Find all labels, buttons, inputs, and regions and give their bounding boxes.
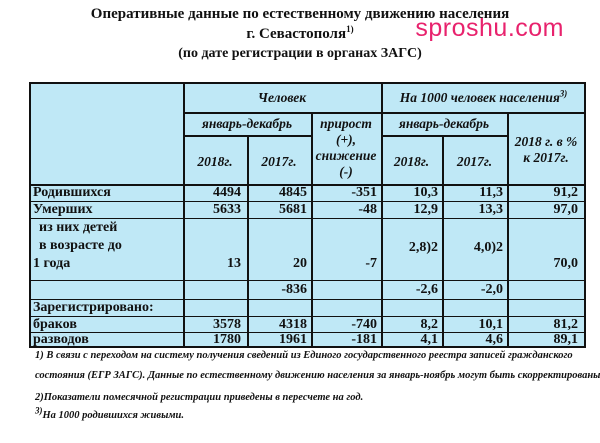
births-rate-2017: 11,3 xyxy=(479,185,503,200)
infant-pct: 70,0 xyxy=(553,256,579,271)
header-per1000-text: На 1000 человек населения xyxy=(399,90,560,105)
header-jan-dec-right: январь-декабрь xyxy=(398,116,490,131)
document-header: Оперативные данные по естественному движ… xyxy=(0,0,600,78)
marriages-rate-2017: 10,1 xyxy=(478,317,504,332)
divorces-2018: 1780 xyxy=(213,332,241,347)
footnote-1-line-2: состояния (ЕГР ЗАГС). Данные по естестве… xyxy=(35,370,600,381)
statistics-table: Человек На 1000 человек населения3) янва… xyxy=(29,82,586,348)
title-city: г. Севастополя xyxy=(246,26,347,42)
row-label-infant-2: в возрасте до xyxy=(39,238,122,253)
footnote-2: 2)Показатели помесячной регистрации прив… xyxy=(35,392,364,403)
header-bottom-line xyxy=(29,184,586,186)
header-persons: Человек xyxy=(257,90,307,105)
deaths-2018: 5633 xyxy=(213,202,241,217)
divorces-rate-2017: 4,6 xyxy=(485,332,504,347)
row-line-3 xyxy=(29,280,586,281)
row-label-infant-1: из них детей xyxy=(39,220,118,235)
col-line-3 xyxy=(311,112,313,348)
infant-2017: 20 xyxy=(293,256,307,271)
row-label-infant-3: 1 года xyxy=(33,256,71,271)
natural-rate-2018: -2,6 xyxy=(415,282,438,297)
divorces-2017: 1961 xyxy=(279,332,307,347)
births-2017: 4845 xyxy=(279,185,307,200)
marriages-rate-2018: 8,2 xyxy=(420,317,439,332)
row-label-deaths: Умерших xyxy=(33,202,93,217)
header-divider-1 xyxy=(183,112,586,114)
title-line-2: г. Севастополя1) xyxy=(0,24,600,43)
births-2018: 4494 xyxy=(213,185,241,200)
header-jan-dec-left: январь-декабрь xyxy=(201,116,293,131)
header-2017-left: 2017г. xyxy=(261,154,297,169)
row-line-1 xyxy=(29,201,586,202)
row-label-divorces: разводов xyxy=(33,332,89,347)
header-per1000-footnote: 3) xyxy=(559,88,568,99)
marriages-pct: 81,2 xyxy=(553,317,579,332)
header-divider-2b xyxy=(381,135,507,137)
col-line-1 xyxy=(183,82,185,348)
row-line-5 xyxy=(29,316,586,317)
marriages-2018: 3578 xyxy=(213,317,241,332)
marriages-2017: 4318 xyxy=(279,317,307,332)
title-line-1: Оперативные данные по естественному движ… xyxy=(90,6,510,22)
title-line-3: (по дате регистрации в органах ЗАГС) xyxy=(178,46,422,61)
births-rate-2018: 10,3 xyxy=(413,185,439,200)
header-pct: 2018 г. в % к 2017г. xyxy=(514,134,578,165)
header-2018-left: 2018г. xyxy=(197,154,233,169)
births-growth: -351 xyxy=(351,185,377,200)
header-growth: прирост (+), снижение (-) xyxy=(315,116,377,179)
natural-2017: -836 xyxy=(281,282,307,297)
deaths-2017: 5681 xyxy=(279,202,307,217)
row-label-births: Родившихся xyxy=(33,185,111,200)
col-line-6 xyxy=(507,112,509,348)
row-line-4 xyxy=(29,299,586,300)
natural-rate-2017: -2,0 xyxy=(480,282,503,297)
deaths-rate-2018: 12,9 xyxy=(413,202,439,217)
row-line-6 xyxy=(29,332,586,333)
divorces-rate-2018: 4,1 xyxy=(420,332,439,347)
row-label-marriages: браков xyxy=(33,317,77,332)
infant-2018: 13 xyxy=(227,256,241,271)
infant-rate-2018: 2,8)2 xyxy=(408,240,438,255)
divorces-growth: -181 xyxy=(351,332,377,347)
watermark: sproshu.com xyxy=(415,14,564,42)
row-line-2 xyxy=(29,218,586,219)
marriages-growth: -740 xyxy=(351,317,377,332)
header-2017-right: 2017г. xyxy=(456,154,493,169)
deaths-growth: -48 xyxy=(358,202,377,217)
table-border-top xyxy=(29,82,586,84)
col-line-2 xyxy=(247,135,249,348)
col-line-4 xyxy=(381,82,383,348)
col-line-5 xyxy=(442,135,444,348)
infant-growth: -7 xyxy=(365,256,377,271)
table-border-left xyxy=(29,82,31,348)
births-pct: 91,2 xyxy=(553,185,579,200)
deaths-pct: 97,0 xyxy=(553,202,579,217)
header-per1000: На 1000 человек населения3) xyxy=(381,88,586,106)
infant-rate-2017: 4,0)2 xyxy=(473,240,503,255)
row-label-registered: Зарегистрировано: xyxy=(33,300,154,315)
deaths-rate-2017: 13,3 xyxy=(478,202,504,217)
table-border-right xyxy=(584,82,586,348)
header-2018-right: 2018г. xyxy=(393,154,430,169)
title-footnote-mark: 1) xyxy=(346,24,354,34)
footnote-3-mark: 3) xyxy=(35,405,43,416)
footnote-1-line-1: 1) В связи с переходом на систему получе… xyxy=(35,350,573,361)
divorces-pct: 89,1 xyxy=(553,332,579,347)
footnote-3: 3)На 1000 родившихся живыми. xyxy=(35,406,185,421)
table-border-bottom xyxy=(29,346,586,348)
footnote-3-text: На 1000 родившихся живыми. xyxy=(42,410,185,421)
